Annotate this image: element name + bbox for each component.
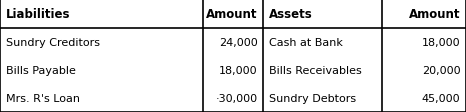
Text: Amount: Amount <box>206 8 258 21</box>
Text: ·30,000: ·30,000 <box>216 93 258 103</box>
Text: Liabilities: Liabilities <box>6 8 70 21</box>
Text: Bills Payable: Bills Payable <box>6 66 75 75</box>
Text: Sundry Creditors: Sundry Creditors <box>6 38 100 48</box>
Text: Bills Receivables: Bills Receivables <box>269 66 362 75</box>
Text: Cash at Bank: Cash at Bank <box>269 38 343 48</box>
Text: Mrs. R's Loan: Mrs. R's Loan <box>6 93 80 103</box>
Text: 20,000: 20,000 <box>422 66 460 75</box>
Text: 18,000: 18,000 <box>422 38 460 48</box>
Text: 45,000: 45,000 <box>422 93 460 103</box>
Text: Assets: Assets <box>269 8 313 21</box>
Text: 24,000: 24,000 <box>219 38 258 48</box>
Text: 18,000: 18,000 <box>219 66 258 75</box>
Text: Amount: Amount <box>409 8 460 21</box>
Text: Sundry Debtors: Sundry Debtors <box>269 93 356 103</box>
